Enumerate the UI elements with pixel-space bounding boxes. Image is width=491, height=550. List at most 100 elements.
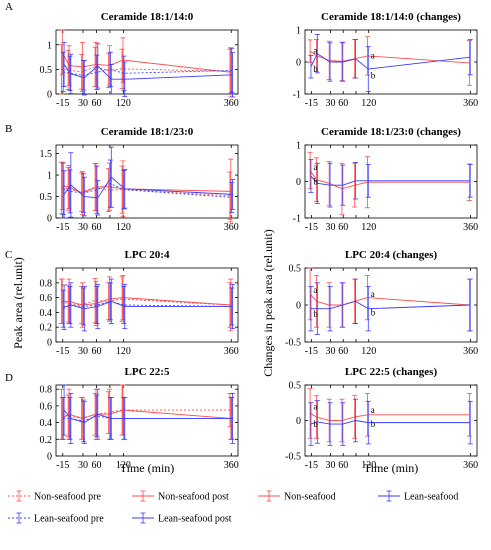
x-tick-label: 120 <box>361 460 376 471</box>
x-tick-label: 60 <box>91 346 101 357</box>
series-line <box>310 175 471 186</box>
x-tick-label: 60 <box>338 346 348 357</box>
x-tick-label: 360 <box>224 222 239 233</box>
chart-panel-7: LPC 22:5 (changes) -0.5 0 0.5 -15 30 60 120 360 a… <box>285 366 478 471</box>
y-tick-label: 0.8 <box>40 278 53 289</box>
legend-entry: Non-seafood pre <box>8 490 101 503</box>
significance-letter: a <box>313 45 317 55</box>
chart-title: LPC 20:4 <box>125 249 170 261</box>
x-tick-label: 360 <box>463 222 478 233</box>
x-tick-label: 360 <box>224 346 239 357</box>
series-line <box>62 409 231 419</box>
y-tick-label: 0.6 <box>40 401 53 412</box>
y-axis-label-right: Changes in peak area (rel.unit) <box>261 229 275 377</box>
y-tick-label: 0 <box>296 416 301 427</box>
significance-letter: b <box>313 64 318 74</box>
x-tick-label: 30 <box>325 98 335 109</box>
x-axis-label: Time (min) <box>120 461 175 475</box>
significance-letter: a <box>371 289 375 299</box>
legend-label: Lean-seafood pre <box>34 514 104 525</box>
series-line <box>63 176 233 199</box>
y-tick-label: -0.5 <box>285 338 301 349</box>
series-line <box>309 413 470 421</box>
x-tick-label: 30 <box>78 98 88 109</box>
legend-label: Lean-seafood post <box>158 514 232 525</box>
legend-label: Non-seafood <box>284 492 336 503</box>
x-tick-label: -15 <box>56 98 69 109</box>
x-tick-label: 120 <box>116 460 131 471</box>
y-tick-label: 0 <box>47 452 52 463</box>
y-tick-label: 0 <box>47 338 52 349</box>
y-tick-label: 0.2 <box>40 435 53 446</box>
x-tick-label: 120 <box>116 346 131 357</box>
x-tick-label: -15 <box>305 346 318 357</box>
x-tick-label: 60 <box>338 222 348 233</box>
chart-panel-0: Ceramide 18:1/14:0 A 0 0.5 1 -15 30 60 120 360 <box>5 1 239 109</box>
chart-title: LPC 22:5 <box>125 366 170 378</box>
series-line <box>310 420 471 425</box>
y-tick-label: 1 <box>296 141 301 152</box>
y-tick-label: 0.5 <box>289 264 302 275</box>
legend-entry: Lean-seafood post <box>132 512 232 525</box>
y-tick-label: 0 <box>47 214 52 225</box>
x-axis-label: Time (min) <box>364 461 419 475</box>
chart-panel-1: Ceramide 18:1/14:0 (changes) -1 0 1 -15 30 60 1… <box>293 11 478 109</box>
x-tick-label: 60 <box>91 222 101 233</box>
x-tick-label: -15 <box>305 98 318 109</box>
x-tick-label: 60 <box>338 460 348 471</box>
series-line <box>309 170 470 190</box>
significance-letter: b <box>371 70 376 80</box>
y-tick-label: 0 <box>296 301 301 312</box>
axis-box <box>55 144 239 219</box>
y-tick-label: -1 <box>293 214 301 225</box>
series-line <box>63 64 233 80</box>
series-line <box>309 293 470 306</box>
legend-label: Non-seafood post <box>158 492 229 503</box>
x-tick-label: 60 <box>91 460 101 471</box>
legend-entry: Non-seafood post <box>132 490 229 503</box>
significance-letter: a <box>313 162 317 172</box>
x-tick-label: 30 <box>78 460 88 471</box>
significance-letter: b <box>313 177 318 187</box>
chart-panel-3: Ceramide 18:1/23:0 (changes) -1 0 1 -15 30 60 1… <box>293 126 478 233</box>
chart-panel-4: LPC 20:4 C 0 0.2 0.4 0.6 0.8 -15 30 60 120 360 <box>5 249 239 357</box>
y-tick-label: 0.5 <box>40 192 53 203</box>
x-tick-label: -15 <box>305 460 318 471</box>
x-tick-label: 120 <box>361 346 376 357</box>
panel-letter: B <box>5 123 12 135</box>
significance-letter: b <box>371 307 376 317</box>
x-tick-label: 360 <box>463 98 478 109</box>
legend-entry: Lean-seafood pre <box>8 512 104 525</box>
chart-title: LPC 22:5 (changes) <box>345 366 438 378</box>
x-tick-label: 360 <box>463 460 478 471</box>
axis-box <box>55 29 239 95</box>
x-tick-label: -15 <box>305 222 318 233</box>
significance-letter: a <box>313 285 317 295</box>
panel-letter: A <box>5 1 13 13</box>
series-line <box>309 50 470 64</box>
chart-panel-5: LPC 20:4 (changes) -0.5 0 0.5 -15 30 60 120 360 a… <box>285 249 478 357</box>
y-tick-label: 0.8 <box>40 385 53 396</box>
x-tick-label: 30 <box>325 346 335 357</box>
x-tick-label: 360 <box>224 460 239 471</box>
x-tick-label: 120 <box>361 222 376 233</box>
x-tick-label: 360 <box>463 346 478 357</box>
significance-letter: a <box>371 51 375 61</box>
y-tick-label: 0.4 <box>40 308 53 319</box>
x-tick-label: 120 <box>361 98 376 109</box>
x-tick-label: -15 <box>56 460 69 471</box>
y-tick-label: 0.6 <box>40 293 53 304</box>
y-tick-label: -0.5 <box>285 452 301 463</box>
chart-title: Ceramide 18:1/14:0 (changes) <box>321 11 461 23</box>
y-tick-label: 0.5 <box>40 65 53 76</box>
y-tick-label: 0.2 <box>40 323 53 334</box>
y-tick-label: 0.4 <box>40 418 53 429</box>
x-tick-label: 60 <box>91 98 101 109</box>
y-tick-label: 0 <box>47 90 52 101</box>
chart-title: Ceramide 18:1/23:0 (changes) <box>321 126 461 138</box>
y-tick-label: 1 <box>296 26 301 37</box>
legend-label: Lean-seafood <box>404 492 458 503</box>
significance-letter: b <box>313 309 318 319</box>
significance-letter: a <box>313 401 317 411</box>
